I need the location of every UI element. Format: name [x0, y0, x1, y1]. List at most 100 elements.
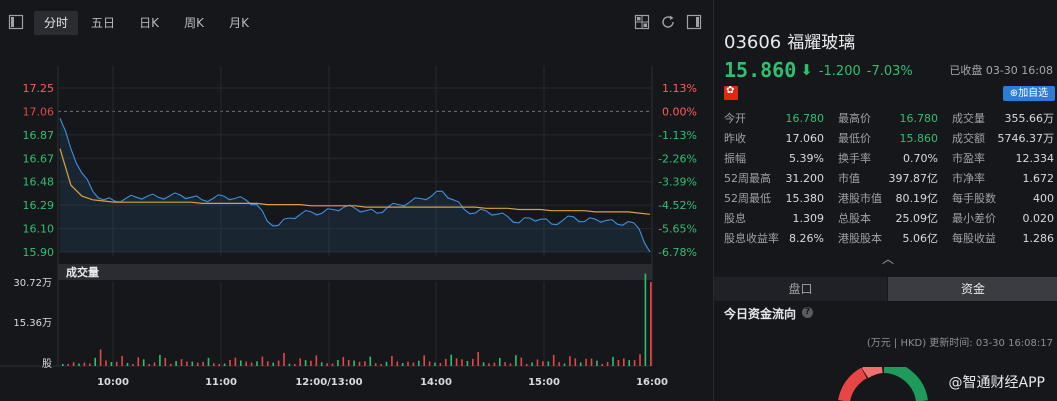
volume-bar — [207, 357, 210, 366]
tab-capital[interactable]: 资金 — [888, 277, 1057, 301]
stock-code: 03606 — [724, 32, 782, 53]
stat-value: 0.70% — [903, 152, 938, 165]
volume-bar — [428, 361, 431, 366]
volume-bar — [337, 360, 339, 366]
volume-bar — [196, 362, 199, 366]
donut-segment-outflow — [883, 367, 928, 401]
volume-bar — [304, 360, 307, 366]
volume-bar — [132, 364, 134, 366]
volume-bar — [504, 362, 506, 366]
price-tick-label: 15.90 — [23, 246, 55, 259]
stat-label: 昨收 — [724, 132, 746, 145]
stat-value: 80.19亿 — [895, 192, 939, 205]
volume-bar — [450, 354, 452, 366]
chevron-up-icon[interactable]: ︿ — [882, 252, 895, 266]
volume-bar — [326, 363, 328, 366]
tab-order-book[interactable]: 盘口 — [714, 277, 887, 301]
volume-tick-label: 30.72万 — [13, 278, 52, 289]
stat-value: 1.672 — [1022, 172, 1055, 185]
volume-bar — [110, 362, 113, 366]
volume-bar — [283, 352, 285, 366]
stat-label: 港股股本 — [838, 232, 882, 245]
add-watchlist-button[interactable]: ⊕加自选 — [1003, 86, 1055, 101]
volume-bar — [639, 354, 641, 366]
volume-bar — [202, 361, 204, 366]
last-price: 15.860 — [724, 58, 797, 82]
volume-bar — [633, 360, 636, 366]
volume-bar — [213, 363, 215, 366]
help-icon[interactable]: ? — [802, 307, 813, 318]
volume-bar — [240, 360, 242, 366]
volume-bar — [558, 362, 560, 366]
price-area-fill — [60, 118, 650, 253]
volume-bar — [148, 364, 150, 366]
stat-value: 400 — [1033, 192, 1054, 205]
volume-bar — [364, 361, 366, 366]
volume-bar — [310, 360, 312, 366]
stats-row: 今开 16.780 最高价 16.780 成交量 355.66万 — [714, 109, 1057, 129]
stat-label: 股息收益率 — [724, 232, 779, 245]
volume-bar — [650, 282, 652, 366]
volume-bar — [191, 361, 194, 366]
tab-monthly-k[interactable]: 月K — [229, 16, 249, 30]
volume-bar — [94, 357, 96, 366]
stat-value: 5746.37万 — [997, 132, 1055, 145]
time-tick-label: 10:00 — [97, 377, 129, 388]
volume-bar — [412, 362, 415, 366]
volume-bar — [347, 360, 350, 366]
volume-bar — [72, 362, 75, 366]
volume-bar — [493, 362, 496, 366]
refresh-icon[interactable] — [660, 14, 676, 30]
price-tick-label: 17.25 — [23, 82, 55, 95]
stat-value: 15.380 — [785, 192, 825, 205]
volume-bar — [99, 349, 102, 366]
volume-bar — [596, 360, 598, 366]
stock-title: 03606 福耀玻璃 — [724, 28, 855, 53]
price-tick-label: 16.29 — [23, 199, 55, 212]
volume-bar — [164, 357, 167, 366]
stat-value: 1.309 — [792, 212, 825, 225]
volume-bar — [218, 364, 220, 366]
volume-bar — [353, 360, 355, 366]
arrow-down-icon: ⬇ — [800, 61, 813, 79]
volume-bar — [358, 361, 361, 366]
volume-bar — [385, 361, 388, 366]
tab-weekly-k[interactable]: 周K — [184, 16, 204, 30]
volume-bar — [261, 356, 264, 366]
stat-value: 5.06亿 — [902, 232, 939, 245]
volume-bar — [423, 355, 425, 366]
time-tick-label: 15:00 — [528, 377, 560, 388]
quote-panel: 03606 福耀玻璃 15.860 ⬇ -1.200 -7.03% 已收盘 03-30 … — [713, 0, 1057, 401]
stat-label: 最高价 — [838, 112, 871, 125]
volume-bar — [617, 360, 620, 366]
volume-bar — [250, 362, 253, 366]
volume-bar — [175, 361, 177, 366]
volume-bar — [601, 364, 603, 366]
market-status: 已收盘 03-30 16:08 — [949, 64, 1053, 77]
volume-bar — [515, 355, 517, 366]
volume-bar — [126, 363, 129, 366]
volume-bar — [552, 354, 555, 366]
volume-bar — [169, 363, 172, 366]
collapse-panel-icon[interactable] — [686, 14, 702, 30]
volume-bar — [67, 364, 69, 366]
tab-five-day[interactable]: 五日 — [90, 16, 115, 30]
percent-tick-label: -3.39% — [658, 176, 697, 189]
capital-flow-title: 今日资金流向 — [724, 307, 797, 321]
volume-bar — [644, 273, 647, 366]
volume-bar — [509, 363, 512, 366]
tab-intraday[interactable]: 分时 — [34, 11, 78, 35]
sidebar-toggle-icon[interactable] — [8, 14, 24, 30]
percent-tick-label: -5.65% — [658, 223, 697, 236]
stat-label: 今开 — [724, 112, 746, 125]
stat-value: 16.780 — [899, 112, 939, 125]
volume-bar — [78, 363, 80, 366]
average-price-line — [59, 148, 651, 215]
volume-bar — [606, 362, 609, 366]
tab-daily-k[interactable]: 日K — [139, 16, 159, 30]
time-tick-label: 11:00 — [205, 377, 237, 388]
volume-bar — [342, 356, 345, 366]
capital-flow-donut — [838, 367, 928, 401]
grid-layout-icon[interactable] — [634, 14, 650, 30]
stat-value: 0.020 — [1022, 212, 1055, 225]
